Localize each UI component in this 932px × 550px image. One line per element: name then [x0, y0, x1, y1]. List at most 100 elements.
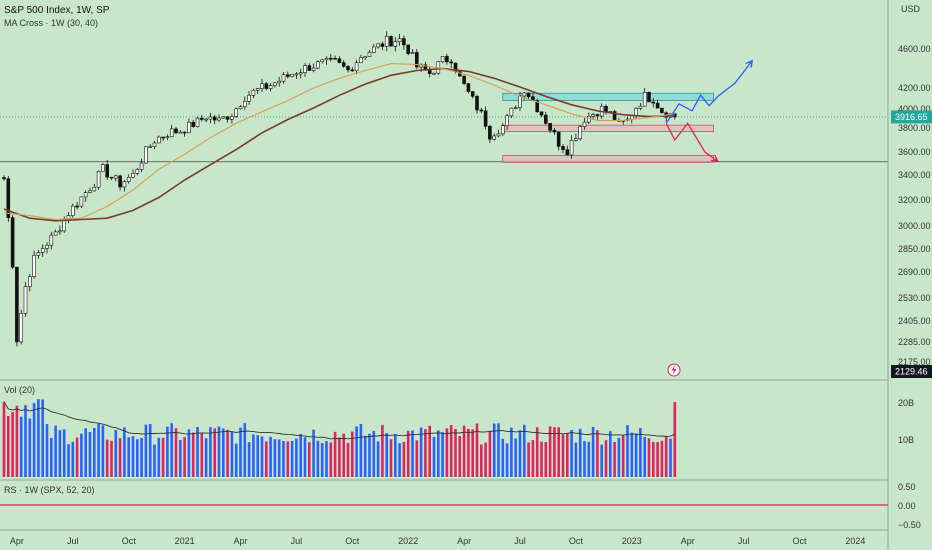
price-tick-label: 3800.00: [898, 123, 931, 133]
time-tick-label: 2024: [845, 536, 865, 546]
candle: [565, 145, 570, 156]
volume-bar: [604, 440, 608, 477]
candle-body: [169, 128, 174, 138]
candle: [144, 146, 148, 164]
candle: [277, 77, 282, 87]
candle: [2, 175, 6, 181]
candle: [66, 212, 71, 224]
candle-body: [273, 82, 277, 87]
candle-body: [294, 73, 299, 76]
volume-bar: [32, 403, 36, 477]
volume-bar: [643, 437, 646, 477]
candle-body: [462, 75, 466, 84]
candle-body: [126, 177, 131, 182]
time-tick-label: Oct: [569, 536, 584, 546]
currency-label: USD: [901, 4, 921, 14]
candle-body: [182, 131, 187, 134]
candle: [19, 309, 24, 345]
volume-bar: [462, 425, 466, 477]
candle-body: [157, 136, 161, 144]
candle-body: [281, 74, 286, 82]
volume-bar: [351, 431, 354, 477]
candle: [578, 125, 583, 141]
volume-bar: [428, 425, 431, 477]
volume-bar: [243, 423, 247, 477]
candle-body: [83, 192, 88, 198]
svg-text:2129.46: 2129.46: [895, 367, 928, 377]
candle-body: [492, 135, 497, 140]
candle-body: [32, 254, 36, 277]
volume-bar: [252, 434, 255, 477]
symbol-title: S&P 500 Index, 1W, SP: [4, 5, 110, 16]
volume-bar: [37, 399, 40, 477]
candle: [71, 203, 75, 218]
candle: [264, 82, 269, 91]
volume-bar: [247, 442, 251, 477]
volume-bar: [234, 443, 238, 477]
time-axis[interactable]: Apr Jul Oct 2021 Apr Jul Oct 2022 Apr Jul Oct 2023 A…: [10, 536, 866, 546]
candle-body: [440, 56, 445, 63]
candle-body: [260, 83, 264, 89]
candle-body: [6, 178, 11, 218]
candle-body: [234, 108, 238, 117]
candle: [109, 176, 114, 181]
candle-body: [19, 313, 24, 343]
candle: [402, 35, 406, 50]
volume-bar: [19, 416, 23, 477]
volume-bar: [570, 429, 573, 477]
candle-body: [45, 244, 49, 249]
volume-bar: [647, 438, 651, 477]
candle: [492, 133, 497, 141]
candle: [23, 281, 28, 318]
candle-body: [376, 43, 380, 48]
candle-body: [470, 91, 475, 97]
price-tick-label: 2530.00: [898, 293, 931, 303]
candle: [238, 105, 243, 110]
candle-body: [513, 107, 518, 109]
candle: [131, 169, 135, 179]
price-zones: [502, 92, 714, 163]
volume-bar: [312, 429, 315, 477]
candle: [449, 59, 454, 68]
candle: [187, 118, 191, 134]
volume-bar: [80, 433, 83, 477]
candle: [500, 123, 505, 137]
volume-bar: [544, 442, 548, 477]
candle: [432, 72, 436, 75]
volume-bar: [381, 424, 384, 477]
volume-tick-10b: 10B: [898, 435, 914, 445]
lightning-icon[interactable]: [667, 363, 681, 377]
candle-body: [359, 57, 363, 63]
candle: [341, 60, 346, 68]
candle-body: [328, 57, 333, 60]
price-tick-label: 4200.00: [898, 83, 931, 93]
volume-bar: [187, 429, 191, 477]
ma-slow-line: [3, 67, 675, 222]
price-tick-label: 2285.00: [898, 337, 931, 347]
volume-bar: [561, 434, 565, 477]
candle: [380, 41, 385, 51]
candle: [556, 131, 561, 151]
volume-bar: [209, 427, 212, 477]
projection-down-arrow-head: [710, 154, 719, 162]
candle: [414, 49, 419, 69]
volume-bar: [673, 402, 677, 477]
volume-bar: [295, 438, 298, 477]
candle: [535, 98, 540, 114]
candle-body: [629, 115, 634, 120]
time-tick-label: 2022: [398, 536, 418, 546]
time-tick-label: Oct: [122, 536, 137, 546]
price-axis[interactable]: 4600.00 4200.00 4000.00 3800.00 3600.00 3400.…: [898, 44, 931, 367]
volume-bar: [596, 430, 599, 477]
candle-body: [427, 69, 432, 75]
candle-body: [139, 162, 144, 170]
candle: [320, 59, 325, 64]
candle-body: [604, 106, 608, 113]
candle: [625, 116, 630, 122]
volume-bar: [265, 441, 268, 477]
volume-bar: [578, 428, 582, 477]
volume-bar: [372, 430, 376, 477]
candle-body: [58, 230, 62, 233]
